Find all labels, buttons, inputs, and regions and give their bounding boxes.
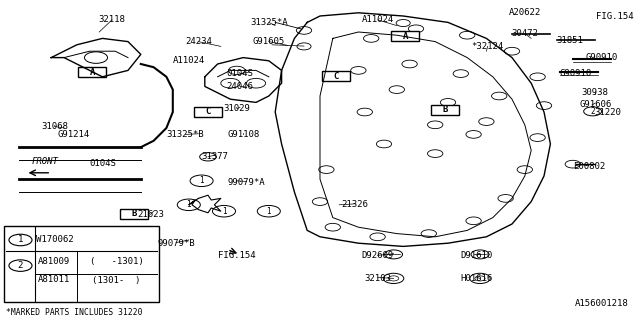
Text: 0104S: 0104S	[89, 159, 116, 168]
Text: 31377: 31377	[201, 152, 228, 161]
Text: A: A	[403, 32, 408, 41]
Text: A81011: A81011	[38, 276, 70, 284]
Text: 24046: 24046	[227, 82, 253, 91]
Text: 1: 1	[18, 236, 23, 244]
Text: H01616: H01616	[461, 274, 493, 283]
FancyBboxPatch shape	[322, 71, 350, 81]
Text: D92609: D92609	[362, 252, 394, 260]
Text: A: A	[90, 68, 95, 76]
Text: B: B	[442, 105, 447, 115]
Text: 32103: 32103	[364, 274, 391, 283]
FancyBboxPatch shape	[194, 107, 222, 117]
FancyBboxPatch shape	[120, 209, 148, 219]
Text: 30938: 30938	[582, 88, 609, 97]
Text: *32124: *32124	[472, 42, 504, 51]
Text: 31029: 31029	[223, 104, 250, 113]
Text: G91605: G91605	[253, 37, 285, 46]
Text: G90910: G90910	[586, 53, 618, 62]
Text: 2: 2	[590, 107, 595, 116]
Text: A11024: A11024	[362, 15, 394, 24]
Text: 30472: 30472	[511, 29, 538, 38]
Text: A11024: A11024	[173, 56, 205, 65]
Text: 2: 2	[18, 261, 23, 270]
Text: A156001218: A156001218	[575, 300, 628, 308]
Text: G91214: G91214	[58, 130, 90, 139]
Text: 0104S: 0104S	[227, 69, 253, 78]
Text: A81009: A81009	[38, 257, 70, 266]
Text: 24234: 24234	[185, 37, 212, 46]
FancyBboxPatch shape	[78, 67, 106, 77]
Text: 31220: 31220	[595, 108, 621, 116]
Text: D91610: D91610	[461, 252, 493, 260]
Text: G91606: G91606	[579, 100, 611, 108]
Text: 99079*B: 99079*B	[157, 239, 195, 248]
Text: *MARKED PARTS INCLUDES 31220: *MARKED PARTS INCLUDES 31220	[6, 308, 143, 317]
Text: 31068: 31068	[41, 122, 68, 131]
Text: 21623: 21623	[137, 210, 164, 219]
Text: A20622: A20622	[509, 8, 541, 17]
Text: W170062: W170062	[36, 236, 73, 244]
Text: 31325*A: 31325*A	[250, 18, 287, 27]
Text: 99079*A: 99079*A	[228, 178, 265, 187]
FancyBboxPatch shape	[4, 226, 159, 302]
Text: B: B	[131, 209, 136, 218]
Text: 31325*B: 31325*B	[167, 130, 204, 139]
Text: E00802: E00802	[573, 162, 605, 171]
Text: (1301-  ): (1301- )	[92, 276, 141, 284]
Text: C: C	[205, 107, 211, 116]
Text: 31851: 31851	[556, 36, 583, 44]
Text: 1: 1	[186, 200, 191, 209]
Text: C: C	[333, 71, 339, 81]
Text: G90910: G90910	[560, 69, 592, 78]
Text: FIG.154: FIG.154	[218, 252, 255, 260]
Text: 21326: 21326	[342, 200, 369, 209]
Text: 1: 1	[221, 207, 227, 216]
Text: 32118: 32118	[99, 15, 125, 24]
Text: (   -1301): ( -1301)	[90, 257, 143, 266]
FancyBboxPatch shape	[391, 31, 419, 41]
Text: FRONT: FRONT	[32, 157, 59, 166]
Text: 1: 1	[199, 176, 204, 185]
FancyBboxPatch shape	[431, 105, 459, 115]
Text: 1: 1	[266, 207, 271, 216]
Text: FIG.154: FIG.154	[596, 12, 633, 20]
Text: G91108: G91108	[227, 130, 259, 139]
